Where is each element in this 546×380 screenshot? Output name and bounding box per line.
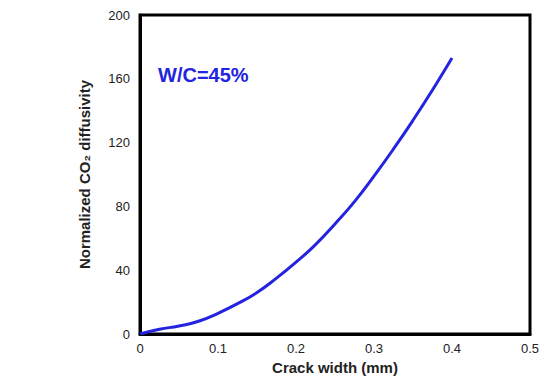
- svg-text:0.2: 0.2: [287, 341, 305, 356]
- svg-text:0: 0: [123, 327, 130, 342]
- svg-text:80: 80: [116, 199, 130, 214]
- svg-text:0.4: 0.4: [443, 341, 461, 356]
- svg-text:40: 40: [116, 263, 130, 278]
- svg-text:0: 0: [136, 341, 143, 356]
- svg-text:120: 120: [108, 135, 130, 150]
- svg-text:W/C=45%: W/C=45%: [158, 64, 249, 86]
- svg-text:0.1: 0.1: [209, 341, 227, 356]
- svg-text:160: 160: [108, 71, 130, 86]
- svg-text:0.3: 0.3: [365, 341, 383, 356]
- svg-text:Crack width (mm): Crack width (mm): [272, 359, 398, 376]
- svg-text:Normalized CO₂ diffusivity: Normalized CO₂ diffusivity: [76, 79, 93, 269]
- svg-text:0.5: 0.5: [521, 341, 539, 356]
- svg-text:200: 200: [108, 8, 130, 23]
